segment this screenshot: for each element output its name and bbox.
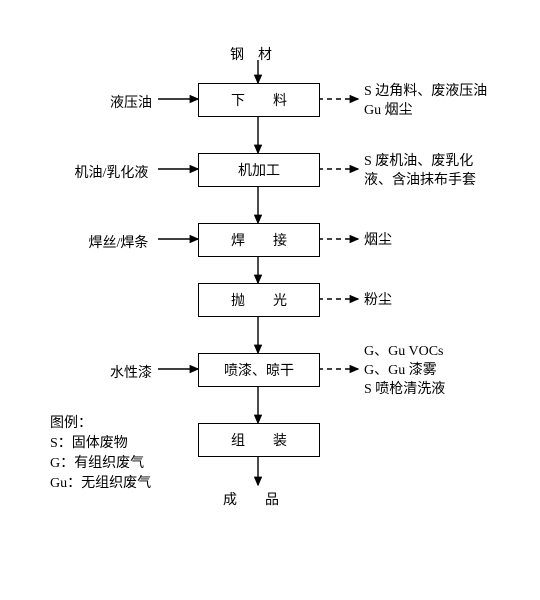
output-label: S 废机油、废乳化液、含油抹布手套 [364,153,524,191]
input-label: 水性漆 [110,362,152,382]
process-box: 喷漆、晾干 [198,353,320,387]
flow-diagram: { "layout": { "box_x": 198, "box_w": 120… [0,0,540,600]
output-label: G、Gu VOCsG、Gu 漆雾S 喷枪清洗液 [364,343,524,400]
process-box: 焊 接 [198,223,320,257]
legend-item: G：有组织废气 [50,452,144,472]
output-label: S 边角料、废液压油Gu 烟尘 [364,83,524,121]
legend-item: Gu：无组织废气 [50,472,151,492]
input-label: 机油/乳化液 [75,162,149,182]
input-label: 焊丝/焊条 [89,232,149,252]
process-box: 组 装 [198,423,320,457]
start-label: 钢 材 [230,44,272,64]
process-box: 机加工 [198,153,320,187]
output-label: 烟尘 [364,232,524,251]
legend-item: S：固体废物 [50,432,128,452]
legend-title: 图例： [50,412,92,432]
end-label: 成 品 [223,489,279,509]
process-box: 抛 光 [198,283,320,317]
process-box: 下 料 [198,83,320,117]
output-label: 粉尘 [364,292,524,311]
input-label: 液压油 [110,92,152,112]
